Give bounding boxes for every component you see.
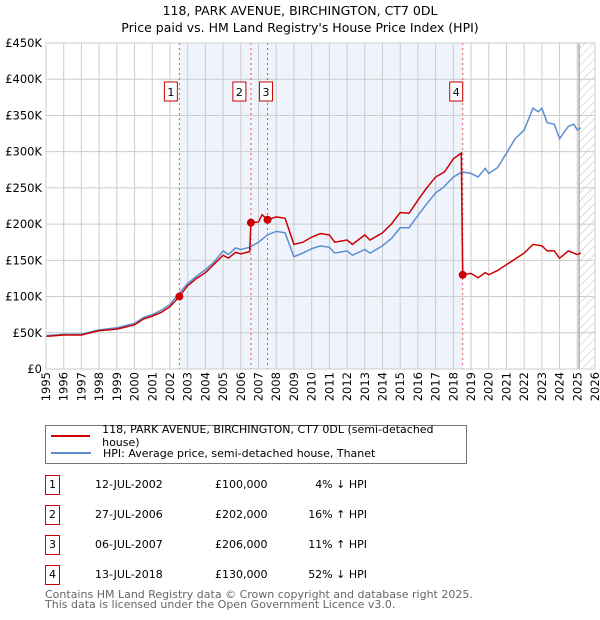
sale-point (246, 218, 255, 227)
legend: 118, PARK AVENUE, BIRCHINGTON, CT7 0DL (… (45, 423, 467, 464)
sale-flag (163, 81, 178, 102)
chart-title: 118, PARK AVENUE, BIRCHINGTON, CT7 0DL (162, 3, 438, 18)
sale-row: 1 12-JUL-2002 £100,000 4% ↓ HPI (45, 475, 445, 495)
sale-point (175, 292, 184, 301)
sale-marker-box: 1 (45, 475, 60, 495)
sale-price: £206,000 (215, 538, 268, 551)
sale-flag (259, 81, 274, 102)
hpi-line (45, 106, 582, 337)
x-tick-label: 2010 (305, 372, 319, 401)
x-tick-label: 2013 (358, 372, 372, 401)
sale-date: 13-JUL-2018 (95, 568, 163, 581)
chart-subtitle: Price paid vs. HM Land Registry's House … (121, 20, 479, 35)
y-tick-label: £0 (27, 362, 42, 376)
sale-price: £202,000 (215, 508, 268, 521)
sale-point (263, 215, 272, 224)
x-tick-label: 2012 (340, 372, 354, 401)
x-tick-label: 2026 (588, 372, 600, 401)
sale-hpi-diff: 4% ↓ HPI (315, 478, 367, 491)
sale-price: £100,000 (215, 478, 268, 491)
x-tick-label: 2002 (163, 372, 177, 401)
x-tick-label: 1998 (92, 372, 106, 401)
sale-hpi-diff: 52% ↓ HPI (308, 568, 367, 581)
x-tick-label: 2011 (322, 372, 336, 401)
y-tick-label: £450K (5, 36, 42, 50)
sale-date: 06-JUL-2007 (95, 538, 163, 551)
x-tick-label: 1995 (39, 372, 53, 401)
x-tick-label: 2022 (517, 372, 531, 401)
legend-item-hpi: HPI: Average price, semi-detached house,… (46, 445, 375, 461)
sale-date: 27-JUL-2006 (95, 508, 163, 521)
x-tick-label: 2000 (128, 372, 142, 401)
x-tick-label: 2017 (429, 372, 443, 401)
sale-hpi-diff: 11% ↑ HPI (308, 538, 367, 551)
y-tick-label: £300K (5, 145, 42, 159)
sale-marker-box: 3 (45, 535, 60, 555)
property-price-line (45, 151, 582, 338)
legend-swatch-blue (51, 452, 91, 454)
x-tick-label: 2021 (499, 372, 513, 401)
footer-licence: This data is licensed under the Open Gov… (45, 598, 396, 611)
y-tick-label: £350K (5, 108, 42, 122)
x-tick-label: 2024 (553, 372, 567, 401)
y-tick-label: £50K (13, 326, 43, 340)
sale-flag-label: 3 (263, 86, 270, 99)
sale-date: 12-JUL-2002 (95, 478, 163, 491)
footer-copyright: Contains HM Land Registry data © Crown c… (45, 588, 473, 601)
legend-item-property: 118, PARK AVENUE, BIRCHINGTON, CT7 0DL (… (46, 423, 466, 449)
sale-price: £130,000 (215, 568, 268, 581)
x-tick-label: 2025 (570, 372, 584, 401)
price-chart: £0 £50K £100K £150K £200K £250K £300K £350K £400… (5, 36, 600, 401)
y-tick-label: £200K (5, 217, 42, 231)
sale-flag-label: 4 (453, 86, 460, 99)
plot-frame (45, 42, 596, 370)
ownership-shading (179, 43, 463, 369)
y-tick-label: £250K (5, 181, 42, 195)
legend-label: HPI: Average price, semi-detached house,… (103, 446, 376, 460)
sale-hpi-diff: 16% ↑ HPI (308, 508, 367, 521)
x-tick-label: 2001 (145, 372, 159, 401)
y-tick-label: £100K (5, 290, 42, 304)
x-tick-label: 1996 (57, 372, 71, 401)
x-tick-label: 2019 (464, 372, 478, 401)
x-tick-label: 1997 (74, 372, 88, 401)
x-tick-label: 2014 (375, 372, 389, 401)
x-tick-label: 2005 (216, 372, 230, 401)
x-tick-label: 2006 (234, 372, 248, 401)
x-tick-label: 2004 (198, 372, 212, 401)
x-tick-label: 1999 (110, 372, 124, 401)
x-tick-label: 2007 (252, 372, 266, 401)
x-tick-label: 2015 (393, 372, 407, 401)
x-tick-label: 2020 (482, 372, 496, 401)
x-tick-label: 2023 (535, 372, 549, 401)
sale-marker-box: 4 (45, 565, 60, 585)
sale-flag-label: 2 (236, 86, 243, 99)
sale-flag (449, 81, 464, 102)
y-tick-label: £400K (5, 72, 42, 86)
forecast-hatch (579, 43, 595, 369)
sale-flag-label: 1 (167, 86, 174, 99)
sale-point (458, 270, 467, 279)
legend-label: 118, PARK AVENUE, BIRCHINGTON, CT7 0DL (… (102, 423, 434, 449)
x-tick-label: 2016 (411, 372, 425, 401)
sale-row: 4 13-JUL-2018 £130,000 52% ↓ HPI (45, 565, 445, 585)
footer: Contains HM Land Registry data © Crown c… (45, 588, 473, 611)
sale-row: 3 06-JUL-2007 £206,000 11% ↑ HPI (45, 535, 445, 555)
sale-row: 2 27-JUL-2006 £202,000 16% ↑ HPI (45, 505, 445, 525)
legend-swatch-red (51, 435, 91, 437)
sale-flag (232, 81, 247, 102)
x-tick-label: 2009 (287, 372, 301, 401)
x-tick-label: 2018 (446, 372, 460, 401)
x-tick-label: 2003 (181, 372, 195, 401)
sale-marker-box: 2 (45, 505, 60, 525)
x-tick-label: 2008 (269, 372, 283, 401)
y-tick-label: £150K (5, 253, 42, 267)
